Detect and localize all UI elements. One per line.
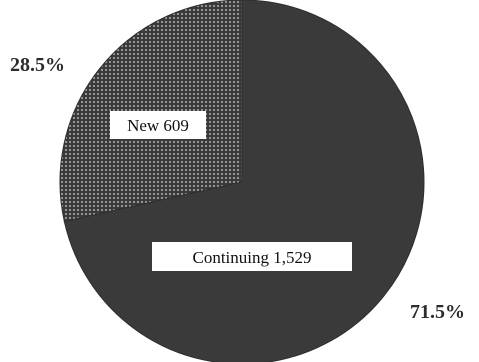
pie-slice-new [59, 0, 243, 223]
slice-label-continuing: Continuing 1,529 [192, 248, 311, 267]
percent-label-continuing: 71.5% [410, 301, 465, 323]
slice-label-box-continuing [152, 242, 352, 271]
slice-label-box-new [110, 111, 206, 139]
percent-label-new: 28.5% [10, 54, 65, 76]
pie-slice-continuing [63, 0, 425, 362]
slice-labels: New 609 Continuing 1,529 [110, 111, 352, 271]
slice-label-new: New 609 [127, 116, 189, 135]
pie-slices [59, 0, 425, 362]
